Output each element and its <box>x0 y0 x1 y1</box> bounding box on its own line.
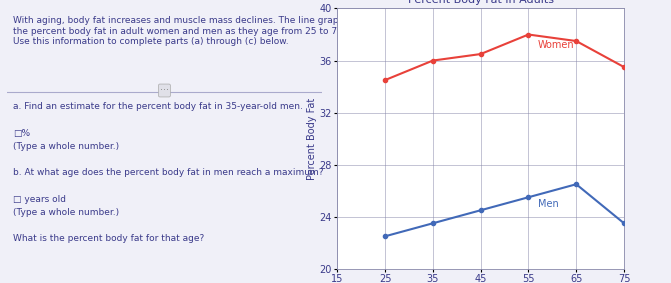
Title: Percent Body Fat in Adults: Percent Body Fat in Adults <box>408 0 554 5</box>
Text: ···: ··· <box>160 85 169 95</box>
Text: a. Find an estimate for the percent body fat in 35-year-old men.

□%
(Type a who: a. Find an estimate for the percent body… <box>13 102 323 243</box>
Text: Women: Women <box>538 40 574 50</box>
Text: With aging, body fat increases and muscle mass declines. The line graphs show
th: With aging, body fat increases and muscl… <box>13 16 375 46</box>
Y-axis label: Percent Body Fat: Percent Body Fat <box>307 98 317 180</box>
Text: Men: Men <box>538 199 559 209</box>
